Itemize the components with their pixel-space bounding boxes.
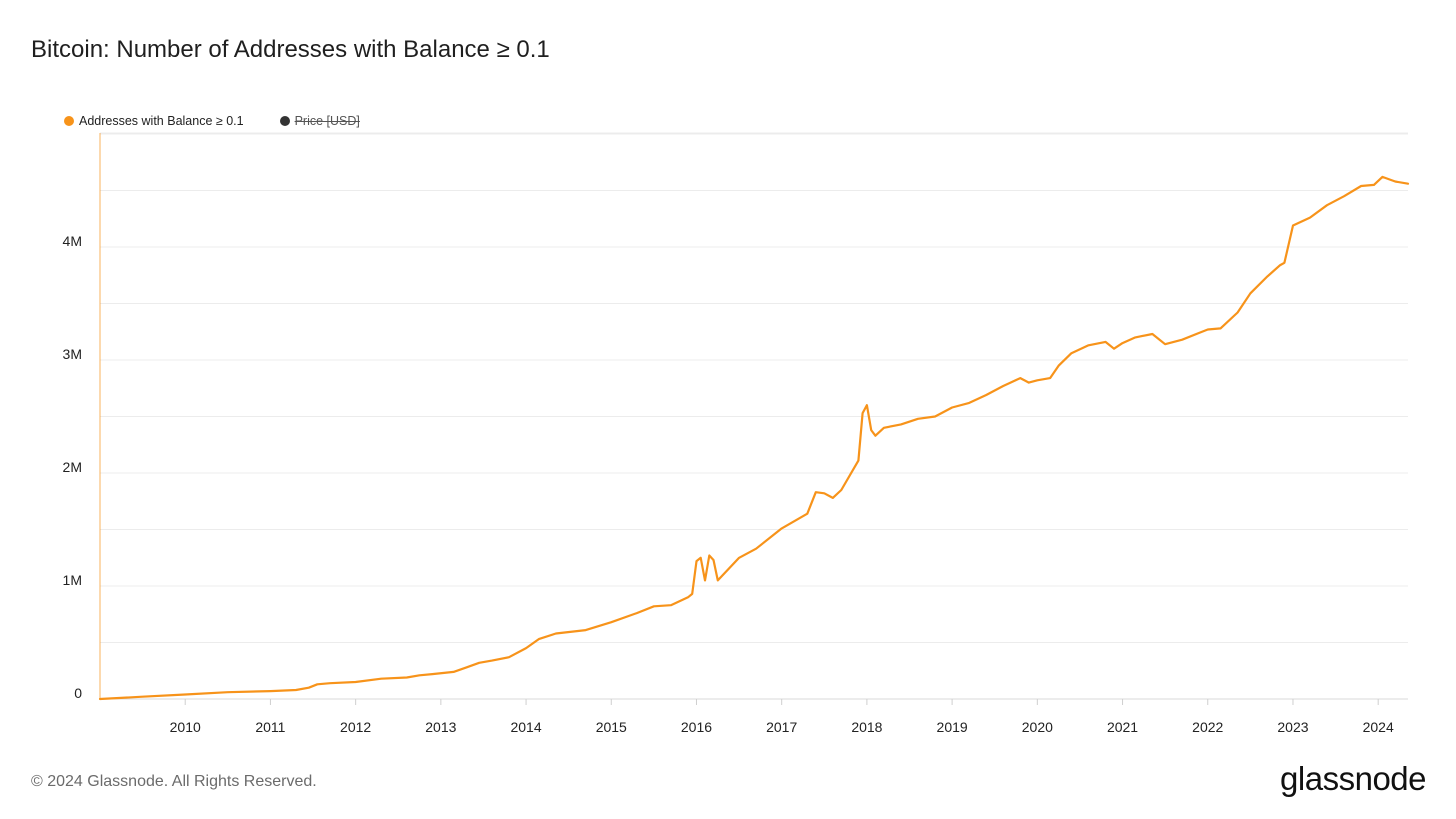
x-tick-label: 2010	[170, 719, 201, 735]
x-tick-label: 2011	[255, 719, 285, 735]
x-tick-label: 2023	[1277, 719, 1308, 735]
x-tick-labels: 2010 2011 2012 2013 2014 2015 2016 2017 2018 2019…	[170, 699, 1394, 735]
chart-title: Bitcoin: Number of Addresses with Balanc…	[31, 36, 550, 63]
x-tick-label: 2021	[1107, 719, 1138, 735]
x-tick-label: 2017	[766, 719, 797, 735]
y-tick-label: 2M	[63, 459, 82, 475]
x-tick-label: 2016	[681, 719, 712, 735]
series-line-addresses	[98, 175, 1410, 701]
legend-label-price: Price [USD]	[294, 114, 360, 128]
x-tick-label: 2018	[851, 719, 882, 735]
legend-item-price[interactable]: Price [USD]	[279, 114, 360, 128]
y-tick-labels: 0 1M 2M 3M 4M	[63, 233, 83, 701]
x-tick-label: 2015	[596, 719, 627, 735]
x-tick-label: 2013	[425, 719, 456, 735]
chart-legend: Addresses with Balance ≥ 0.1 Price [USD]	[64, 112, 396, 130]
grid-lines	[100, 132, 1408, 700]
legend-dot-price	[279, 116, 290, 126]
x-tick-label: 2020	[1022, 719, 1053, 735]
copyright-text: © 2024 Glassnode. All Rights Reserved.	[31, 773, 317, 790]
x-tick-label: 2012	[340, 719, 371, 735]
series-lines	[98, 175, 1410, 701]
legend-item-addresses[interactable]: Addresses with Balance ≥ 0.1	[64, 114, 244, 128]
legend-dot-addresses	[64, 116, 74, 126]
legend-label-addresses: Addresses with Balance ≥ 0.1	[79, 114, 244, 128]
x-tick-label: 2014	[510, 719, 541, 735]
y-tick-label: 4M	[63, 233, 82, 249]
axes	[99, 133, 1408, 700]
y-tick-label: 0	[74, 685, 82, 701]
y-tick-label: 3M	[63, 346, 82, 362]
x-tick-label: 2024	[1363, 719, 1394, 735]
x-tick-label: 2022	[1192, 719, 1223, 735]
x-tick-label: 2019	[937, 719, 968, 735]
glassnode-logo: glassnode	[1280, 760, 1426, 797]
y-tick-label: 1M	[63, 572, 82, 588]
